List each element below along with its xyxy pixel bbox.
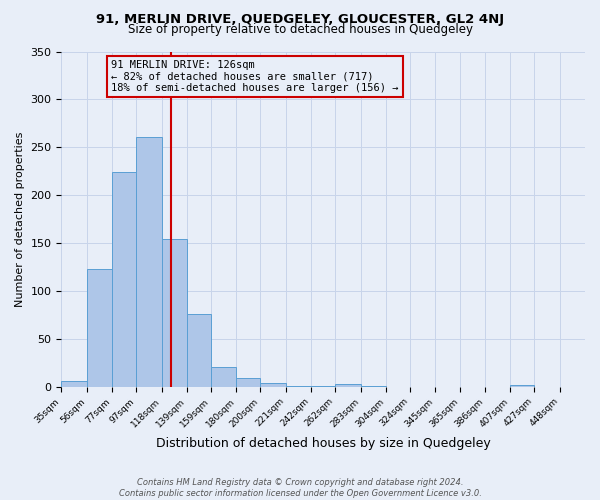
Y-axis label: Number of detached properties: Number of detached properties bbox=[15, 132, 25, 307]
Text: 91, MERLIN DRIVE, QUEDGELEY, GLOUCESTER, GL2 4NJ: 91, MERLIN DRIVE, QUEDGELEY, GLOUCESTER,… bbox=[96, 12, 504, 26]
Bar bbox=[311, 386, 335, 387]
Bar bbox=[361, 386, 386, 387]
Bar bbox=[510, 385, 535, 387]
Bar bbox=[87, 269, 112, 387]
Bar bbox=[161, 240, 187, 387]
Bar bbox=[335, 384, 361, 387]
Bar bbox=[211, 366, 236, 387]
Bar bbox=[187, 314, 211, 387]
Bar bbox=[112, 172, 136, 387]
Bar bbox=[286, 386, 311, 387]
X-axis label: Distribution of detached houses by size in Quedgeley: Distribution of detached houses by size … bbox=[156, 437, 491, 450]
Bar bbox=[236, 378, 260, 387]
Text: Size of property relative to detached houses in Quedgeley: Size of property relative to detached ho… bbox=[128, 22, 473, 36]
Text: 91 MERLIN DRIVE: 126sqm
← 82% of detached houses are smaller (717)
18% of semi-d: 91 MERLIN DRIVE: 126sqm ← 82% of detache… bbox=[111, 60, 398, 93]
Bar bbox=[136, 137, 161, 387]
Text: Contains HM Land Registry data © Crown copyright and database right 2024.
Contai: Contains HM Land Registry data © Crown c… bbox=[119, 478, 481, 498]
Bar bbox=[61, 381, 87, 387]
Bar bbox=[260, 383, 286, 387]
